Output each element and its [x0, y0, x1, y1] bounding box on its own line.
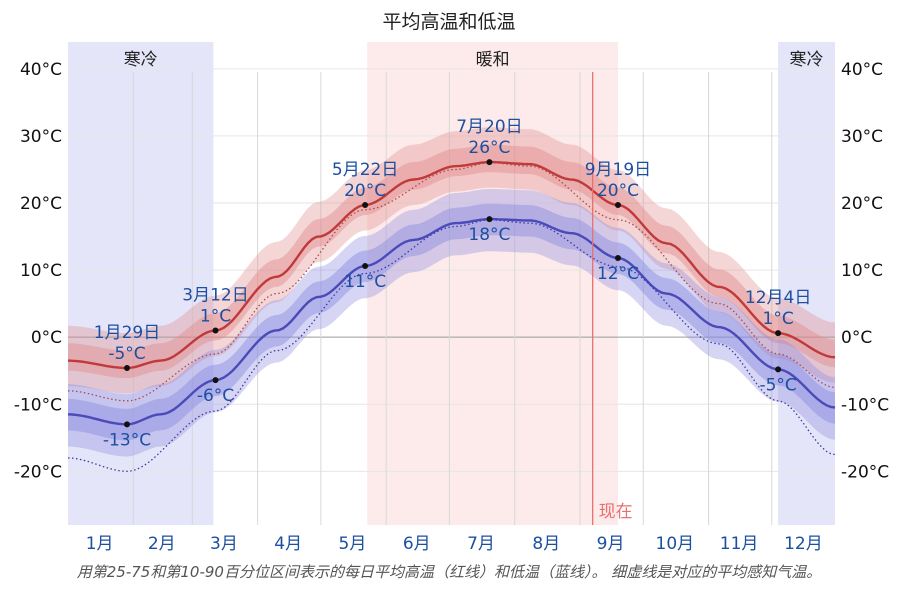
annotation-point-3 — [212, 377, 219, 384]
y-tick-left-4: 0°C — [31, 328, 62, 348]
chart-caption: 用第25-75和第10-90百分位区间表示的每日平均高温（红线）和低温（蓝线）。… — [76, 563, 822, 581]
y-tick-right-0: 40°C — [841, 60, 883, 80]
x-tick-6: 7月 — [467, 534, 495, 554]
y-tick-right-4: 0°C — [841, 328, 872, 348]
annotation-temp-3: -6°C — [197, 386, 234, 406]
x-tick-5: 6月 — [403, 534, 431, 554]
annotation-point-0 — [124, 365, 130, 372]
temperature-chart: 寒冷 暖和 寒冷 40°C 40°C 30°C 30°C 20°C 20°C 10°C 10°C 0°… — [14, 11, 889, 554]
annotation-point-11 — [775, 366, 782, 373]
x-tick-1: 2月 — [148, 534, 176, 554]
x-tick-0: 1月 — [86, 534, 114, 554]
annotation-temp-6: 26°C — [468, 138, 510, 158]
annotation-date-8: 9月19日 — [585, 160, 651, 180]
series-line-0 — [67, 160, 836, 370]
annotation-temp-2: 1°C — [200, 306, 231, 326]
season-label-1: 暖和 — [476, 50, 510, 70]
annotation-point-1 — [124, 421, 130, 428]
series-line-3 — [67, 219, 836, 472]
high-band-10-90 — [68, 127, 835, 394]
x-tick-8: 9月 — [597, 534, 625, 554]
y-tick-right-5: -10°C — [841, 395, 889, 415]
annotation-temp-11: -5°C — [759, 375, 796, 395]
annotation-date-0: 1月29日 — [94, 323, 160, 343]
x-tick-2: 3月 — [210, 534, 238, 554]
low-band-10-90 — [68, 188, 835, 457]
series-line-1 — [67, 217, 836, 426]
season-band-0 — [68, 42, 214, 525]
x-tick-11: 12月 — [784, 534, 823, 554]
annotation-temp-4: 20°C — [344, 181, 386, 201]
y-tick-left-5: -10°C — [14, 395, 62, 415]
series-line-2 — [67, 162, 836, 402]
annotation-point-9 — [614, 255, 621, 262]
y-tick-left-2: 20°C — [20, 194, 62, 214]
annotation-point-2 — [212, 327, 219, 334]
low-band-25-75 — [68, 203, 835, 441]
x-tick-7: 8月 — [532, 534, 560, 554]
y-tick-left-3: 10°C — [20, 261, 62, 281]
x-tick-4: 5月 — [339, 534, 367, 554]
annotation-point-5 — [362, 263, 369, 270]
annotation-date-10: 12月4日 — [745, 288, 811, 308]
y-tick-right-6: -20°C — [841, 462, 889, 482]
y-tick-left-1: 30°C — [20, 127, 62, 147]
annotation-point-4 — [362, 202, 369, 209]
annotation-point-10 — [775, 330, 782, 337]
annotation-point-6 — [486, 159, 493, 166]
annotation-temp-5: 11°C — [344, 272, 386, 292]
y-tick-left-6: -20°C — [14, 462, 62, 482]
annotation-date-6: 7月20日 — [456, 117, 522, 137]
season-label-2: 寒冷 — [790, 50, 824, 70]
season-band-1 — [367, 42, 618, 525]
annotation-point-7 — [486, 216, 493, 223]
x-tick-3: 4月 — [274, 534, 302, 554]
y-tick-left-0: 40°C — [20, 60, 62, 80]
annotation-temp-7: 18°C — [468, 225, 510, 245]
high-band-25-75 — [68, 144, 835, 379]
y-tick-right-2: 20°C — [841, 194, 883, 214]
annotation-date-4: 5月22日 — [332, 160, 398, 180]
chart-svg: 寒冷 暖和 寒冷 40°C 40°C 30°C 30°C 20°C 20°C 10°C 10°C 0°… — [14, 11, 889, 554]
season-band-2 — [778, 42, 835, 525]
annotation-temp-1: -13°C — [103, 430, 151, 450]
annotation-point-8 — [614, 202, 621, 209]
annotation-temp-0: -5°C — [108, 344, 145, 364]
annotation-temp-8: 20°C — [597, 181, 639, 201]
annotation-temp-10: 1°C — [763, 309, 794, 329]
y-tick-right-3: 10°C — [841, 261, 883, 281]
chart-title: 平均高温和低温 — [382, 11, 515, 33]
x-tick-10: 11月 — [720, 534, 759, 554]
annotation-temp-9: 12°C — [597, 264, 639, 284]
y-tick-right-1: 30°C — [841, 127, 883, 147]
now-label: 现在 — [599, 502, 633, 522]
x-tick-9: 10月 — [656, 534, 695, 554]
season-label-0: 寒冷 — [124, 50, 158, 70]
annotation-date-2: 3月12日 — [182, 285, 248, 305]
